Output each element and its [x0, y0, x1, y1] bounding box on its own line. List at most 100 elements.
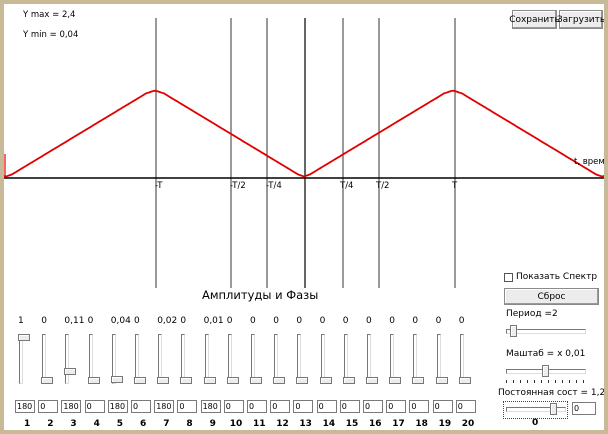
amplitudes-phases-title: Амплитуды и Фазы	[202, 288, 319, 302]
harmonic-number: 19	[438, 419, 452, 429]
phase-input[interactable]: 0	[177, 400, 198, 413]
amplitude-slider[interactable]	[342, 334, 356, 384]
amplitude-slider[interactable]	[319, 334, 333, 384]
period-tick-label: -T	[155, 181, 163, 191]
scale-slider-thumb[interactable]	[542, 365, 549, 377]
period-slider-thumb[interactable]	[510, 325, 517, 337]
amplitude-slider-thumb[interactable]	[296, 377, 309, 384]
amplitude-slider[interactable]	[273, 334, 286, 384]
amplitude-label: 0	[87, 316, 94, 326]
amplitude-slider-thumb[interactable]	[250, 377, 262, 384]
phase-input[interactable]: 0	[409, 400, 430, 413]
phase-input[interactable]: 180	[15, 400, 35, 413]
amplitude-slider[interactable]	[296, 334, 309, 384]
phase-input[interactable]: 0	[316, 400, 337, 413]
phase-input[interactable]: 0	[84, 400, 105, 413]
amplitude-label: 0,01	[203, 316, 224, 326]
harmonic-number: 8	[186, 419, 193, 429]
amplitude-slider[interactable]	[203, 334, 217, 384]
harmonic-number: 14	[322, 419, 336, 429]
constant-label: Постоянная сост = 1,22	[498, 388, 608, 398]
reset-button[interactable]: Сброс	[504, 288, 599, 305]
amplitude-label: 0	[41, 316, 47, 326]
amplitude-slider[interactable]	[412, 334, 425, 384]
harmonic-number: 20	[461, 419, 475, 429]
amplitude-label: 0,11	[64, 316, 85, 326]
amplitude-slider-thumb[interactable]	[134, 377, 146, 384]
harmonic-number: 9	[209, 419, 216, 429]
amplitude-slider[interactable]	[41, 334, 54, 384]
amplitude-slider-thumb[interactable]	[64, 368, 77, 376]
phase-input[interactable]: 0	[270, 400, 291, 413]
amplitude-slider[interactable]	[110, 334, 124, 384]
amplitude-label: 0	[366, 316, 372, 326]
amplitude-slider-thumb[interactable]	[157, 377, 170, 384]
phase-input[interactable]: 180	[107, 400, 128, 413]
amplitude-slider[interactable]	[435, 334, 449, 384]
amplitude-slider[interactable]	[366, 334, 379, 384]
phase-input[interactable]: 0	[432, 400, 453, 413]
phase-input[interactable]: 180	[61, 400, 82, 413]
amplitude-slider[interactable]	[250, 334, 263, 384]
amplitude-label: 0,04	[110, 316, 131, 326]
amplitude-slider-thumb[interactable]	[389, 377, 402, 384]
amplitude-slider[interactable]	[87, 334, 101, 384]
amplitude-slider-thumb[interactable]	[110, 375, 123, 383]
phase-input[interactable]: 0	[247, 400, 267, 413]
amplitude-slider-thumb[interactable]	[180, 377, 193, 384]
constant-value-field[interactable]: 0	[572, 402, 596, 415]
amplitude-slider-thumb[interactable]	[412, 377, 425, 384]
amplitude-slider[interactable]	[134, 334, 147, 384]
phase-input[interactable]: 0	[386, 400, 407, 413]
amplitude-label: 0	[435, 316, 442, 326]
amplitude-slider-thumb[interactable]	[435, 377, 448, 384]
phase-input[interactable]: 180	[154, 400, 175, 413]
amplitude-slider-thumb[interactable]	[87, 377, 100, 384]
constant-slider-thumb[interactable]	[550, 403, 557, 415]
amplitude-label: 0	[412, 316, 419, 326]
phase-input[interactable]: 0	[339, 400, 360, 413]
period-slider[interactable]	[506, 325, 586, 344]
scale-slider[interactable]	[506, 365, 586, 384]
amplitude-slider[interactable]	[180, 334, 193, 384]
amplitude-label: 0	[296, 316, 303, 326]
load-button[interactable]: Загрузить	[557, 10, 604, 29]
amplitude-slider-thumb[interactable]	[458, 377, 471, 384]
phase-input[interactable]: 0	[131, 400, 151, 413]
harmonic-number: 6	[140, 419, 147, 429]
phase-input[interactable]: 0	[38, 400, 59, 413]
harmonic-number: 13	[299, 419, 312, 429]
amplitude-slider[interactable]	[64, 334, 77, 384]
phase-input[interactable]: 0	[223, 400, 244, 413]
period-slider-track	[506, 329, 586, 334]
amplitude-slider[interactable]	[226, 334, 240, 384]
amplitude-slider[interactable]	[389, 334, 402, 384]
phase-input[interactable]: 0	[363, 400, 383, 413]
harmonic-number: 18	[415, 419, 428, 429]
amplitude-slider-thumb[interactable]	[41, 377, 54, 384]
amplitude-slider-thumb[interactable]	[18, 334, 30, 341]
amplitude-slider-thumb[interactable]	[273, 377, 286, 384]
harmonic-number: 1	[24, 419, 31, 429]
constant-slider[interactable]	[503, 401, 568, 419]
period-tick-label: -T/2	[230, 181, 246, 191]
amplitude-slider[interactable]	[458, 334, 472, 384]
amplitude-label: 0	[342, 316, 349, 326]
amplitude-slider[interactable]	[157, 334, 170, 384]
show-spectrum-checkbox[interactable]	[504, 273, 513, 282]
amplitude-slider-thumb[interactable]	[203, 377, 216, 384]
phase-input[interactable]: 180	[200, 400, 221, 413]
harmonic-number: 4	[93, 419, 100, 429]
amplitude-slider-thumb[interactable]	[342, 377, 355, 384]
amplitude-slider-thumb[interactable]	[366, 377, 378, 384]
save-button[interactable]: Сохранить	[509, 10, 560, 29]
amplitude-slider[interactable]	[18, 334, 31, 384]
amplitude-slider-thumb[interactable]	[319, 377, 332, 384]
harmonic-number: 10	[229, 419, 243, 429]
scale-label: Маштаб = x 0,01	[506, 349, 586, 359]
amplitude-slider-thumb[interactable]	[226, 377, 239, 384]
harmonic-number: 11	[253, 419, 266, 429]
phase-input[interactable]: 0	[455, 400, 476, 413]
phase-input[interactable]: 0	[293, 400, 314, 413]
